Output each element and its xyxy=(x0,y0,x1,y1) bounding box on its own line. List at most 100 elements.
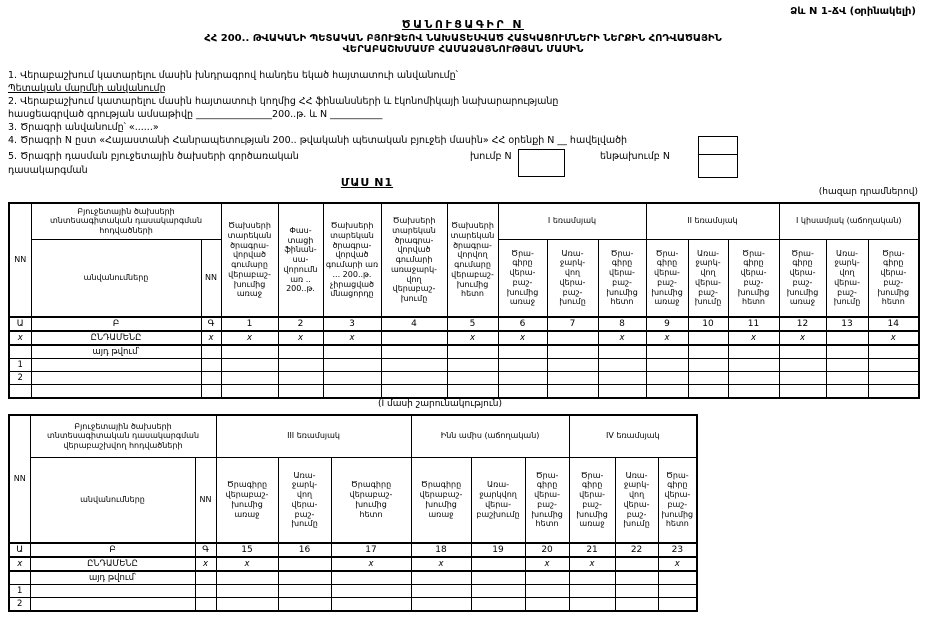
empty-cell[interactable] xyxy=(524,584,570,598)
empty-cell[interactable] xyxy=(30,371,202,385)
empty-cell[interactable] xyxy=(867,358,920,372)
empty-cell[interactable] xyxy=(8,344,32,359)
empty-cell[interactable] xyxy=(215,570,279,585)
empty-cell[interactable] xyxy=(727,358,780,372)
empty-cell[interactable] xyxy=(497,358,548,372)
empty-cell[interactable] xyxy=(778,358,827,372)
empty-cell[interactable] xyxy=(194,570,217,585)
empty-cell[interactable] xyxy=(322,371,382,385)
empty-cell[interactable] xyxy=(194,584,217,598)
empty-cell[interactable] xyxy=(568,570,616,585)
empty-cell[interactable] xyxy=(410,584,472,598)
empty-cell[interactable] xyxy=(546,358,599,372)
empty-cell[interactable] xyxy=(645,358,689,372)
empty-cell[interactable] xyxy=(30,358,202,372)
empty-cell[interactable] xyxy=(825,358,869,372)
group-number-box[interactable] xyxy=(518,149,565,177)
empty-cell[interactable] xyxy=(277,371,324,385)
empty-cell[interactable] xyxy=(8,570,31,585)
empty-cell[interactable] xyxy=(330,597,412,612)
subgroup-number-box-bottom[interactable] xyxy=(698,154,738,178)
empty-cell[interactable] xyxy=(687,371,729,385)
empty-cell[interactable] xyxy=(380,371,448,385)
empty-cell[interactable] xyxy=(687,344,729,359)
empty-cell[interactable] xyxy=(546,330,599,346)
empty-cell[interactable] xyxy=(330,570,412,585)
empty-cell[interactable] xyxy=(614,570,659,585)
empty-cell[interactable] xyxy=(727,384,780,398)
empty-cell[interactable] xyxy=(277,556,332,572)
empty-cell[interactable] xyxy=(200,384,222,398)
empty-cell[interactable] xyxy=(614,584,659,598)
empty-cell[interactable] xyxy=(220,371,279,385)
empty-cell[interactable] xyxy=(497,371,548,385)
empty-cell[interactable] xyxy=(825,330,869,346)
empty-cell[interactable] xyxy=(446,344,499,359)
empty-cell[interactable] xyxy=(200,358,222,372)
empty-cell[interactable] xyxy=(597,384,647,398)
empty-cell[interactable] xyxy=(597,358,647,372)
empty-cell[interactable] xyxy=(657,597,698,612)
empty-cell[interactable] xyxy=(277,384,324,398)
empty-cell[interactable] xyxy=(727,344,780,359)
empty-cell[interactable] xyxy=(597,344,647,359)
empty-cell[interactable] xyxy=(446,384,499,398)
empty-cell[interactable] xyxy=(470,584,526,598)
empty-cell[interactable] xyxy=(410,597,472,612)
empty-cell[interactable] xyxy=(645,344,689,359)
empty-cell[interactable] xyxy=(867,344,920,359)
empty-cell[interactable] xyxy=(277,584,332,598)
empty-cell[interactable] xyxy=(614,556,659,572)
empty-cell[interactable] xyxy=(220,358,279,372)
empty-cell[interactable] xyxy=(277,570,332,585)
empty-cell[interactable] xyxy=(470,556,526,572)
empty-cell[interactable] xyxy=(330,584,412,598)
empty-cell[interactable] xyxy=(568,584,616,598)
empty-cell[interactable] xyxy=(470,597,526,612)
empty-cell[interactable] xyxy=(614,597,659,612)
empty-cell[interactable] xyxy=(546,384,599,398)
empty-cell[interactable] xyxy=(778,384,827,398)
empty-cell[interactable] xyxy=(546,371,599,385)
empty-cell[interactable] xyxy=(524,570,570,585)
empty-cell[interactable] xyxy=(8,384,32,398)
empty-cell[interactable] xyxy=(645,371,689,385)
empty-cell[interactable] xyxy=(568,597,616,612)
empty-cell[interactable] xyxy=(380,344,448,359)
empty-cell[interactable] xyxy=(657,584,698,598)
empty-cell[interactable] xyxy=(410,570,472,585)
empty-cell[interactable] xyxy=(200,344,222,359)
empty-cell[interactable] xyxy=(29,597,196,612)
empty-cell[interactable] xyxy=(380,330,448,346)
empty-cell[interactable] xyxy=(778,344,827,359)
empty-cell[interactable] xyxy=(380,384,448,398)
empty-cell[interactable] xyxy=(497,384,548,398)
empty-cell[interactable] xyxy=(867,371,920,385)
empty-cell[interactable] xyxy=(220,384,279,398)
empty-cell[interactable] xyxy=(194,597,217,612)
empty-cell[interactable] xyxy=(546,344,599,359)
empty-cell[interactable] xyxy=(277,344,324,359)
empty-cell[interactable] xyxy=(687,330,729,346)
empty-cell[interactable] xyxy=(597,371,647,385)
empty-cell[interactable] xyxy=(322,358,382,372)
empty-cell[interactable] xyxy=(825,371,869,385)
empty-cell[interactable] xyxy=(645,384,689,398)
empty-cell[interactable] xyxy=(446,358,499,372)
empty-cell[interactable] xyxy=(524,597,570,612)
empty-cell[interactable] xyxy=(687,384,729,398)
empty-cell[interactable] xyxy=(322,344,382,359)
empty-cell[interactable] xyxy=(277,358,324,372)
empty-cell[interactable] xyxy=(657,570,698,585)
empty-cell[interactable] xyxy=(215,584,279,598)
empty-cell[interactable] xyxy=(470,570,526,585)
empty-cell[interactable] xyxy=(29,584,196,598)
empty-cell[interactable] xyxy=(30,384,202,398)
empty-cell[interactable] xyxy=(322,384,382,398)
empty-cell[interactable] xyxy=(200,371,222,385)
empty-cell[interactable] xyxy=(277,597,332,612)
empty-cell[interactable] xyxy=(497,344,548,359)
empty-cell[interactable] xyxy=(825,384,869,398)
empty-cell[interactable] xyxy=(727,371,780,385)
empty-cell[interactable] xyxy=(215,597,279,612)
